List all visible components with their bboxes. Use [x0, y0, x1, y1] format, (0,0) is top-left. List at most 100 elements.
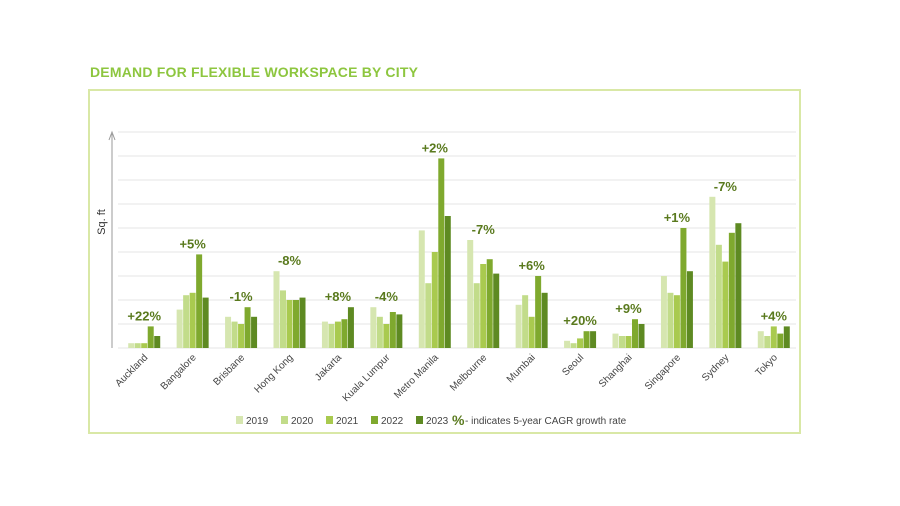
- bar: [196, 254, 203, 348]
- bar: [625, 336, 632, 348]
- cagr-annotation: -4%: [375, 289, 399, 304]
- bar: [134, 343, 141, 348]
- chart-title: DEMAND FOR FLEXIBLE WORKSPACE BY CITY: [90, 64, 419, 80]
- cagr-annotation: +20%: [563, 313, 597, 328]
- bar: [425, 283, 432, 348]
- bar: [444, 216, 451, 348]
- bar: [321, 321, 328, 348]
- bar: [273, 271, 280, 348]
- bar: [299, 297, 306, 348]
- x-tick-label: Mumbai: [505, 352, 538, 385]
- y-axis-label: Sq. ft: [96, 209, 108, 235]
- bar: [383, 324, 390, 348]
- x-tick-label: Tokyo: [754, 352, 781, 379]
- x-tick-label: Metro Manila: [392, 352, 441, 401]
- bar: [493, 273, 500, 348]
- bar: [715, 244, 722, 348]
- cagr-annotation: -1%: [230, 289, 254, 304]
- bar: [632, 319, 638, 348]
- bar: [590, 331, 597, 348]
- bar: [438, 158, 445, 348]
- x-tick-label: Sydney: [700, 352, 731, 383]
- bar: [280, 290, 286, 348]
- bar: [541, 292, 548, 348]
- legend-swatch: [281, 416, 288, 424]
- bar: [528, 316, 535, 348]
- bar: [686, 271, 693, 348]
- bar: [347, 307, 354, 348]
- bar: [376, 316, 383, 348]
- bar: [660, 276, 667, 348]
- legend-label: 2023: [426, 416, 449, 427]
- bar: [619, 336, 625, 348]
- bar: [764, 336, 771, 348]
- cagr-annotation: +1%: [664, 210, 691, 225]
- bar: [480, 264, 487, 348]
- bar: [225, 316, 232, 348]
- bar: [244, 307, 251, 348]
- bar: [473, 283, 480, 348]
- bar: [612, 333, 619, 348]
- bar: [535, 276, 542, 348]
- cagr-annotation: -8%: [278, 253, 302, 268]
- bar: [522, 295, 529, 348]
- bar: [564, 340, 571, 348]
- bar: [467, 240, 474, 348]
- bar: [251, 316, 258, 348]
- bar: [128, 343, 135, 348]
- legend-swatch: [371, 416, 378, 424]
- legend-swatch: [326, 416, 333, 424]
- bar: [389, 312, 396, 348]
- x-tick-label: Brisbane: [212, 352, 248, 388]
- bar: [341, 319, 348, 348]
- cagr-annotation: -7%: [472, 222, 496, 237]
- bar: [783, 326, 790, 348]
- legend-label: 2020: [291, 416, 314, 427]
- legend-note-symbol: %: [452, 412, 465, 428]
- x-tick-label: Bangalore: [159, 352, 199, 392]
- bar: [735, 223, 742, 348]
- bar: [431, 252, 438, 348]
- legend-label: 2019: [246, 416, 269, 427]
- legend-swatch: [236, 416, 243, 424]
- bar: [583, 331, 590, 348]
- cagr-annotation: +9%: [615, 301, 642, 316]
- x-tick-label: Singapore: [643, 352, 683, 392]
- bar: [183, 295, 190, 348]
- x-tick-label: Jakarta: [313, 352, 344, 383]
- bar: [577, 338, 584, 348]
- bar: [154, 336, 161, 348]
- bar: [370, 307, 377, 348]
- bar: [757, 331, 764, 348]
- bar: [293, 300, 299, 348]
- cagr-annotation: +4%: [761, 308, 788, 323]
- bar: [418, 230, 425, 348]
- cagr-annotation: +8%: [325, 289, 352, 304]
- bar: [770, 326, 777, 348]
- bar: [673, 295, 680, 348]
- cagr-annotation: +22%: [127, 308, 161, 323]
- bar: [680, 228, 687, 348]
- bar: [396, 314, 403, 348]
- x-tick-label: Shanghai: [597, 352, 635, 390]
- bar: [328, 324, 335, 348]
- bar: [334, 321, 341, 348]
- cagr-annotation: +5%: [179, 236, 206, 251]
- legend-swatch: [416, 416, 423, 424]
- x-tick-label: Seoul: [560, 352, 586, 378]
- bar: [202, 297, 209, 348]
- chart-frame: [88, 89, 801, 434]
- cagr-annotation: +2%: [422, 140, 449, 155]
- bar: [147, 326, 154, 348]
- legend-label: 2021: [336, 416, 359, 427]
- cagr-annotation: -7%: [714, 179, 738, 194]
- legend-label: 2022: [381, 416, 404, 427]
- bar: [231, 321, 238, 348]
- bar: [238, 324, 245, 348]
- bar: [728, 232, 735, 348]
- x-tick-label: Auckland: [113, 352, 150, 389]
- bar: [515, 304, 522, 348]
- bar: [189, 292, 196, 348]
- bar: [667, 292, 674, 348]
